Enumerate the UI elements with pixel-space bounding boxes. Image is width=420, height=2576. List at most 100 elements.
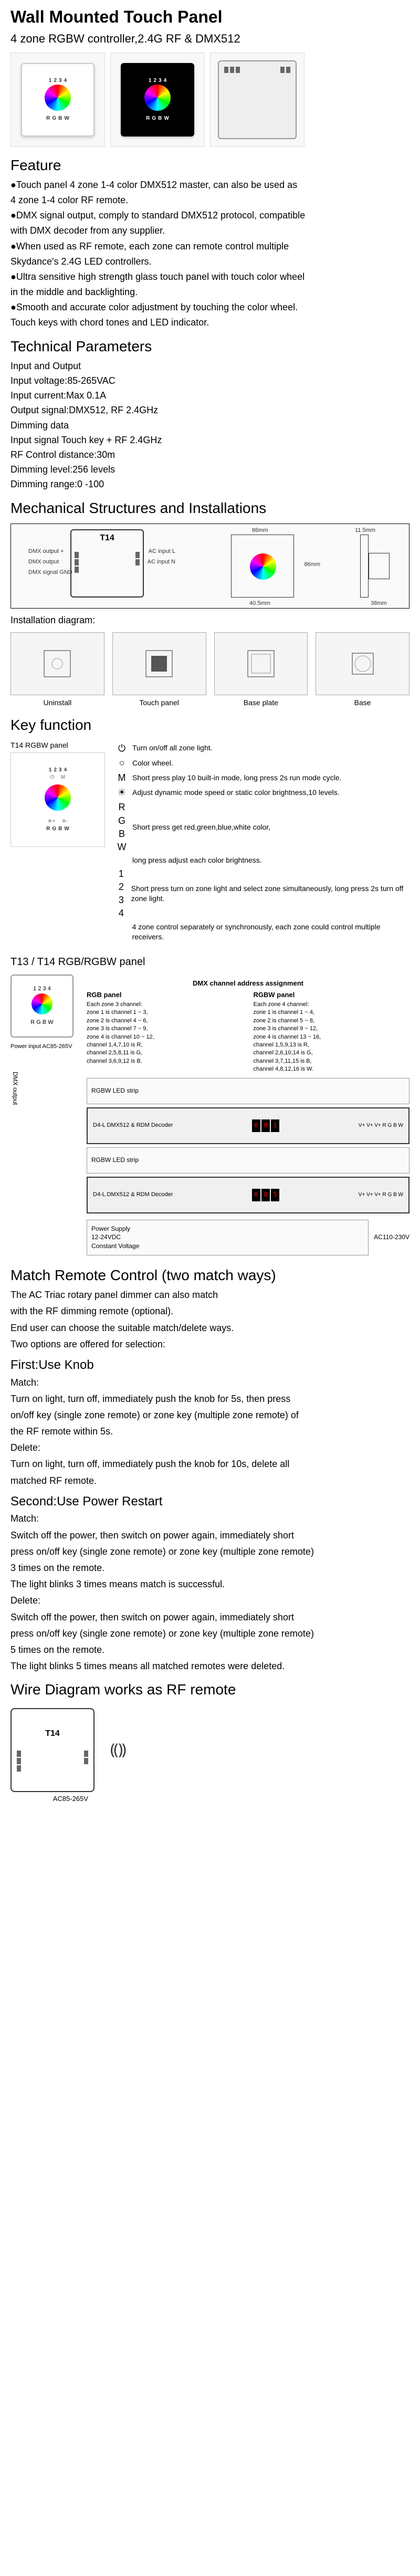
text-line: The light blinks 5 times means all match… [10,1660,410,1673]
keyfunc-icon: ○ [116,757,128,770]
dmx-output-vlabel: DMX output [10,1072,19,1105]
text-line: the RF remote within 5s. [10,1425,410,1438]
text-line: channel 2,5,8,11 is G, [87,1049,243,1057]
wiring-section: 1 2 3 4 R G B W Power input AC85-265V DM… [10,975,410,1259]
install-diagram-row: Uninstall Touch panel Base plate Base [10,632,410,708]
decoder-label: D4-L DMX512 & RDM Decoder [93,1191,173,1199]
text-line: Input voltage:85-265VAC [10,374,410,388]
dmx-out-plus-label: DMX output + [28,548,64,556]
text-line: zone 1 is channel 1 ~ 3, [87,1009,243,1017]
text-line: Two options are offered for selection: [10,1338,410,1351]
keyfunc-row: T14 RGBW panel 1234 ⏻M ☀+☀- RGBW ⏻ Turn o… [10,740,410,944]
decoder-label: D4-L DMX512 & RDM Decoder [93,1122,173,1129]
rgbw-strip-box-2: RGBW LED strip [87,1147,410,1174]
keyfunc-icon: 1 2 3 4 [116,867,127,920]
dim-depth1: 11.5mm [355,527,375,535]
keyfunc-desc-line: ☀Adjust dynamic mode speed or static col… [116,786,410,799]
keyfunc-desc-line: ⏻ Turn on/off all zone light. [116,742,410,755]
dim-back: 40.5mm [249,600,270,608]
keyfunc-icon: ⏻ [116,742,128,755]
psu-box: Power Supply 12-24VDC Constant Voltage [87,1220,369,1255]
product-image-back [210,53,304,147]
color-wheel-icon [32,993,52,1014]
wire-rf-panel: T14 AC85-265V [10,1708,94,1792]
delete-label-1: Delete: [10,1441,410,1454]
keyfunc-icon: M [116,771,128,784]
text-line: Turn on light, turn off, immediately pus… [10,1392,410,1406]
led-display-icon: 005 [252,1189,279,1201]
text-line: Each zone 4 channel: [254,1001,410,1009]
product-image-white: 1234 RGBW [10,53,105,147]
dmx-out-label: DMX output [28,558,59,566]
color-wheel-icon [45,85,71,111]
dimming-list: Input signal Touch key + RF 2.4GHzRF Con… [10,434,410,491]
keyfunc-panel-label: T14 RGBW panel [10,740,105,751]
product-image-row: 1234 RGBW 1234 RGBW [10,53,410,147]
decoder-box-1: D4-L DMX512 & RDM Decoder 001 V+ V+ V+ R… [87,1107,410,1144]
text-line: zone 4 is channel 10 ~ 12, [87,1033,243,1041]
text-line: in the middle and backlighting. [10,286,410,299]
keyfunc-text: Adjust dynamic mode speed or static colo… [132,788,340,798]
keyfunc-desc-line: 4 zone control separately or synchronous… [116,922,410,943]
dmx-table-title: DMX channel address assignment [87,979,410,988]
text-line: zone 4 is channel 13 ~ 16, [254,1033,410,1041]
keyfunc-panel: 1234 ⏻M ☀+☀- RGBW [10,752,105,847]
install-label-1: Touch panel [112,698,206,708]
text-line: Touch keys with chord tones and LED indi… [10,316,410,329]
dim-width: 86mm [252,527,268,535]
dmx-address-table: DMX channel address assignment RGB panel… [87,979,410,1074]
params-heading: Technical Parameters [10,336,410,357]
install-uninstall-icon [10,632,104,695]
wiring-panel: 1 2 3 4 R G B W [10,975,74,1038]
text-line: with DMX decoder from any supplier. [10,224,410,237]
match-heading: Match Remote Control (two match ways) [10,1265,410,1285]
io-header: Input and Output [10,360,410,373]
keyfunc-text: Turn on/off all zone light. [132,743,213,753]
feature-list: ●Touch panel 4 zone 1-4 color DMX512 mas… [10,179,410,330]
keyfunc-desc-line: ○ Color wheel. [116,757,410,770]
text-line: on/off key (single zone remote) or zone … [10,1409,410,1422]
text-line: zone 1 is channel 1 ~ 4, [254,1009,410,1017]
keyfunc-text: Short press play 10 built-in mode, long … [132,773,341,783]
first-knob-heading: First:Use Knob [10,1356,410,1374]
text-line: Input current:Max 0.1A [10,389,410,402]
text-line: ●Ultra sensitive high strength glass tou… [10,270,410,284]
product-image-black: 1234 RGBW [110,53,205,147]
decoder-box-2: D4-L DMX512 & RDM Decoder 005 V+ V+ V+ R… [87,1177,410,1213]
keyfunc-text: Short press get red,green,blue,white col… [132,822,270,833]
keyfunc-text: Color wheel. [132,758,173,769]
text-line: channel 3,7,11,15 is B, [254,1057,410,1065]
match-intro: The AC Triac rotary panel dimmer can als… [10,1289,410,1351]
wire-rf-diagram: T14 AC85-265V ⸨⸩ [10,1708,410,1792]
text-line: Output signal:DMX512, RF 2.4GHz [10,404,410,417]
keyfunc-desc-list: ⏻ Turn on/off all zone light. ○ Color wheel… [116,740,410,944]
text-line: press on/off key (single zone remote) or… [10,1545,410,1558]
match-label-2: Match: [10,1512,410,1525]
text-line: Dimming range:0 -100 [10,478,410,491]
text-line: RF Control distance:30m [10,448,410,462]
keyfunc-desc-line: M Short press play 10 built-in mode, long… [116,771,410,784]
text-line: channel 1,5,9,13 is R, [254,1041,410,1049]
install-heading: Installation diagram: [10,614,410,627]
keyfunc-text: 4 zone control separately or synchronous… [132,922,410,943]
match-label-1: Match: [10,1376,410,1389]
wire-rf-heading: Wire Diagram works as RF remote [10,1679,410,1700]
text-line: channel 2,6,10,14 is G, [254,1049,410,1057]
text-line: The AC Triac rotary panel dimmer can als… [10,1289,410,1302]
install-label-0: Uninstall [10,698,104,708]
mech-heading: Mechanical Structures and Installations [10,498,410,518]
dimming-header: Dimming data [10,419,410,432]
text-line: press on/off key (single zone remote) or… [10,1627,410,1640]
color-wheel-icon [144,85,171,111]
text-line: ●Touch panel 4 zone 1-4 color DMX512 mas… [10,179,410,192]
rf-signal-icon: ⸨⸩ [110,1739,126,1761]
text-line: Turn on light, turn off, immediately pus… [10,1458,410,1471]
text-line: ●When used as RF remote, each zone can r… [10,240,410,253]
keyfunc-heading: Key function [10,715,410,735]
text-line: Dimming level:256 levels [10,463,410,476]
second-match-text: Switch off the power, then switch on pow… [10,1529,410,1591]
text-line: matched RF remote. [10,1474,410,1488]
dim-depth2: 38mm [371,600,387,608]
text-line: 5 times on the remote. [10,1643,410,1657]
text-line: channel 1,4,7,10 is R, [87,1041,243,1049]
